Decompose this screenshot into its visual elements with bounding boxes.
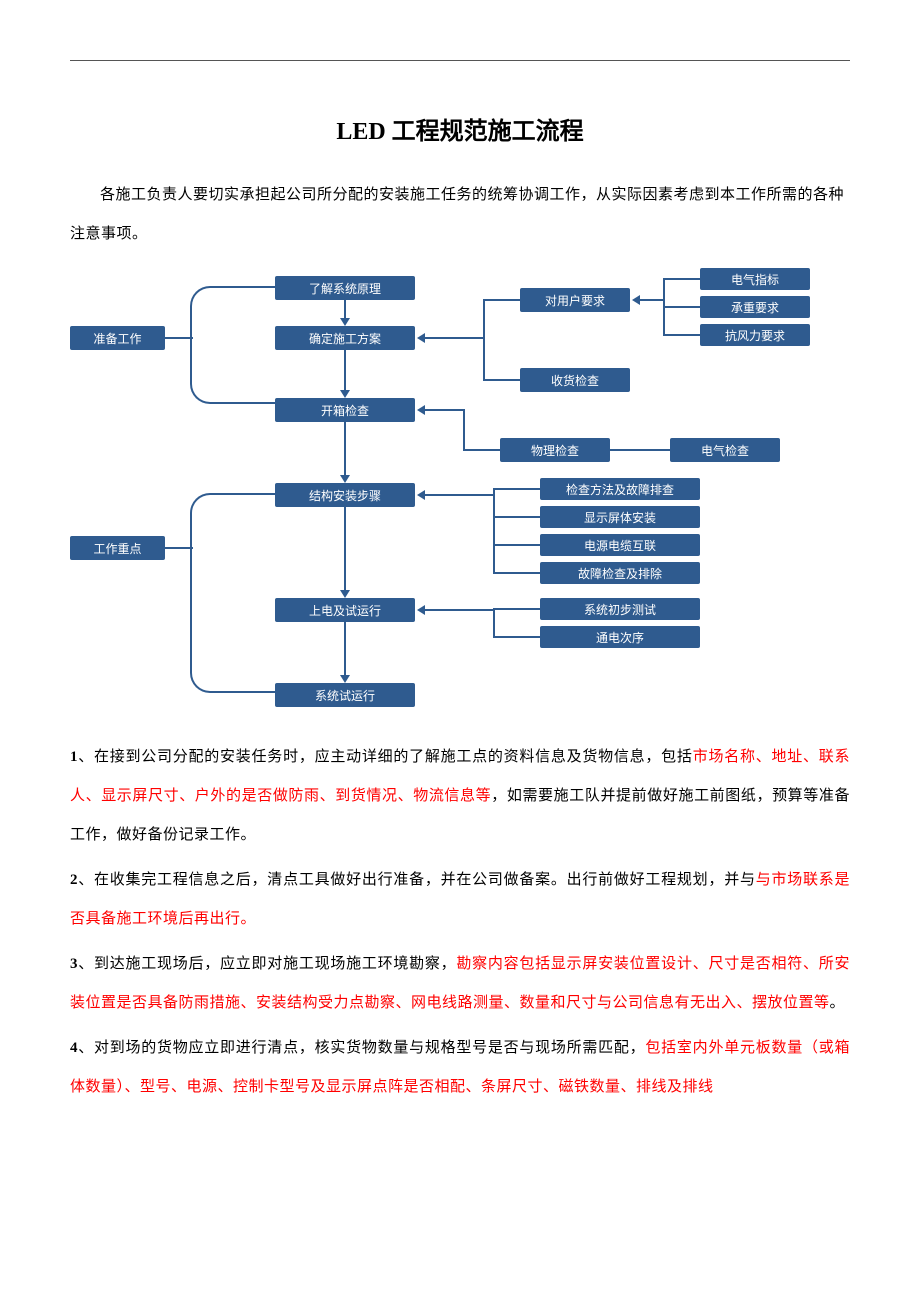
fc-e2: 承重要求 [700,296,810,318]
fc-arrow [417,405,425,415]
fc-e1: 电气指标 [700,268,810,290]
fc-line [663,278,701,280]
fc-line [493,608,495,638]
fc-focus: 工作重点 [70,536,165,560]
body-segment: 、对到场的货物应立即进行清点，核实货物数量与规格型号是否与现场所需匹配， [78,1040,645,1056]
fc-line [493,488,495,574]
fc-prep: 准备工作 [70,326,165,350]
fc-line [640,299,665,301]
fc-line [610,449,672,451]
fc-line [344,622,346,677]
fc-line [663,306,701,308]
paragraph-2: 2、在收集完工程信息之后，清点工具做好出行准备，并在公司做备案。出行前做好工程规… [70,861,850,939]
fc-line [483,299,521,301]
fc-arrow [340,675,350,683]
fc-m3: 电源电缆互联 [540,534,700,556]
fc-m4: 故障检查及排除 [540,562,700,584]
fc-n4: 结构安装步骤 [275,483,415,507]
fc-line [663,334,701,336]
fc-e3: 抗风力要求 [700,324,810,346]
fc-arrow [417,605,425,615]
paragraph-number: 3 [70,956,78,972]
fc-m2: 显示屏体安装 [540,506,700,528]
fc-line [344,422,346,477]
body-segment: 。 [830,995,846,1011]
fc-line [246,691,276,693]
fc-elec: 电气检查 [670,438,780,462]
fc-line [493,488,541,490]
fc-line [246,493,276,495]
fc-n3: 开箱检查 [275,398,415,422]
fc-m5: 系统初步测试 [540,598,700,620]
fc-line [493,636,541,638]
paragraph-3: 3、到达施工现场后，应立即对施工现场施工环境勘察，勘察内容包括显示屏安装位置设计… [70,945,850,1023]
fc-arrow [340,318,350,326]
paragraph-number: 1 [70,749,78,765]
fc-line [483,379,521,381]
fc-line [425,409,465,411]
fc-arrow [417,333,425,343]
fc-arrow [340,590,350,598]
body-segment: 、在接到公司分配的安装任务时，应主动详细的了解施工点的资料信息及货物信息，包括 [78,749,693,765]
fc-line [246,286,276,288]
fc-phy: 物理检查 [500,438,610,462]
fc-line [344,350,346,392]
fc-line [463,449,501,451]
fc-arrow [632,295,640,305]
fc-line [425,494,495,496]
fc-line [425,337,485,339]
fc-recv: 收货检查 [520,368,630,392]
paragraph-4: 4、对到场的货物应立即进行清点，核实货物数量与规格型号是否与现场所需匹配，包括室… [70,1029,850,1107]
fc-n1: 了解系统原理 [275,276,415,300]
fc-line [425,609,495,611]
body-paragraphs: 1、在接到公司分配的安装任务时，应主动详细的了解施工点的资料信息及货物信息，包括… [70,738,850,1107]
fc-arrow [417,490,425,500]
paragraph-number: 4 [70,1040,78,1056]
fc-curve [190,286,250,404]
fc-line [463,409,465,451]
body-segment: 、在收集完工程信息之后，清点工具做好出行准备，并在公司做备案。出行前做好工程规划… [78,872,756,888]
fc-line [493,608,541,610]
fc-line [483,299,485,381]
fc-line [165,547,193,549]
fc-m1: 检查方法及故障排查 [540,478,700,500]
flowchart: 准备工作 工作重点 了解系统原理 确定施工方案 开箱检查 结构安装步骤 上电及试… [70,268,850,718]
fc-n5: 上电及试运行 [275,598,415,622]
paragraph-number: 2 [70,872,78,888]
body-segment: 、到达施工现场后，应立即对施工现场施工环境勘察， [78,956,456,972]
top-rule [70,60,850,61]
fc-m6: 通电次序 [540,626,700,648]
fc-line [493,516,541,518]
fc-req: 对用户要求 [520,288,630,312]
fc-line [493,544,541,546]
fc-n6: 系统试运行 [275,683,415,707]
fc-curve [190,493,250,693]
fc-line [165,337,193,339]
intro-paragraph: 各施工负责人要切实承担起公司所分配的安装施工任务的统筹协调工作，从实际因素考虑到… [70,176,850,254]
fc-n2: 确定施工方案 [275,326,415,350]
fc-line [246,402,276,404]
page-title: LED 工程规范施工流程 [70,111,850,146]
fc-line [344,507,346,592]
fc-line [344,300,346,320]
fc-arrow [340,390,350,398]
paragraph-1: 1、在接到公司分配的安装任务时，应主动详细的了解施工点的资料信息及货物信息，包括… [70,738,850,855]
fc-line [493,572,541,574]
fc-arrow [340,475,350,483]
